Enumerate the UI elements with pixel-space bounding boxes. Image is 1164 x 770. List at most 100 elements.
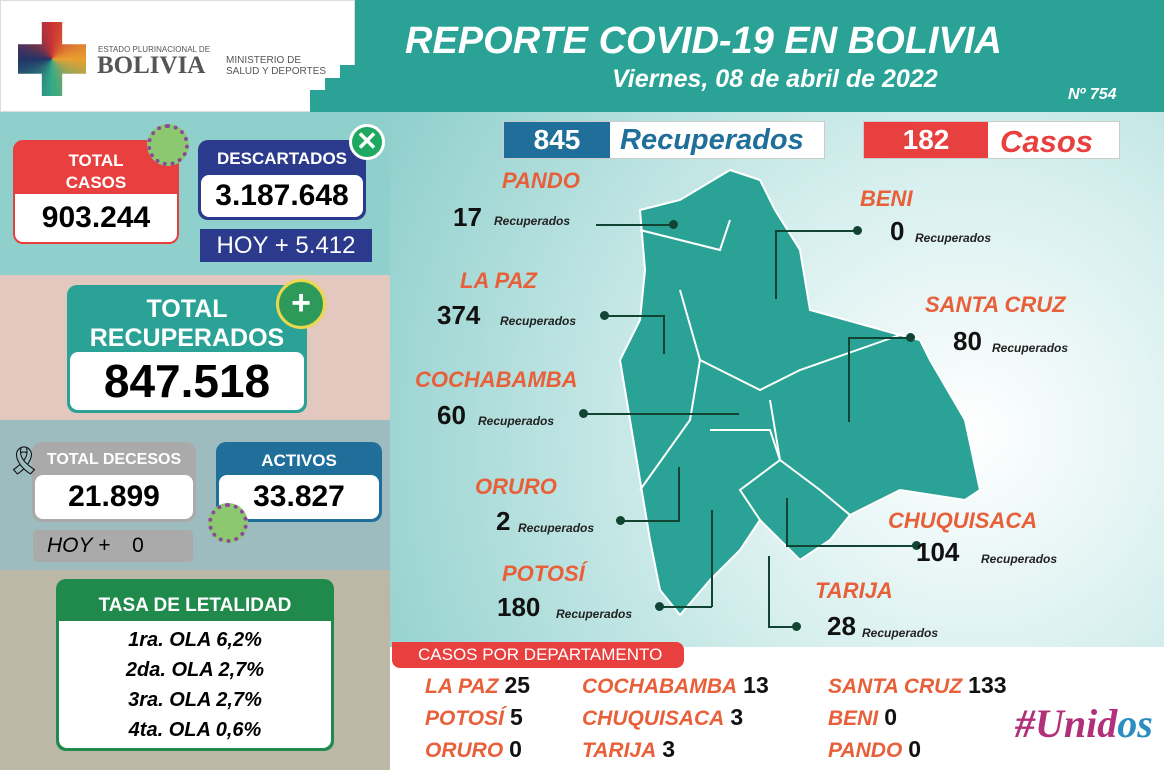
total-casos-value: 903.244 bbox=[15, 194, 177, 242]
department-name: COCHABAMBA bbox=[582, 675, 738, 698]
department-cases-value: 0 bbox=[908, 736, 922, 762]
recuperados-unit-label: Recuperados bbox=[494, 214, 571, 228]
total-decesos-card: TOTAL DECESOS 21.899 bbox=[32, 442, 196, 522]
map-marker bbox=[616, 516, 625, 525]
decesos-hoy-label: HOY + bbox=[47, 534, 111, 557]
recuperados-unit-label: Recuperados bbox=[981, 552, 1058, 566]
map-shape bbox=[618, 168, 982, 617]
recuperados-unit-label: Recuperados bbox=[862, 626, 939, 640]
total-recuperados-card: TOTAL RECUPERADOS 847.518 bbox=[67, 285, 307, 413]
casos-departamento-item: PANDO 0 bbox=[828, 736, 921, 763]
logo-bolivia: BOLIVIA bbox=[97, 52, 206, 79]
department-recuperados-value: 374 bbox=[437, 300, 481, 330]
logo-small-text: ESTADO PLURINACIONAL DE bbox=[98, 45, 211, 54]
decesos-hoy-value: 0 bbox=[132, 534, 144, 557]
department-name: POTOSÍ bbox=[425, 707, 504, 730]
casos-panel bbox=[390, 652, 1164, 770]
letalidad-list: 1ra. OLA 6,2% 2da. OLA 2,7% 3ra. OLA 2,7… bbox=[59, 621, 331, 748]
department-name: SANTA CRUZ bbox=[925, 292, 1066, 317]
daily-casos-value: 182 bbox=[864, 122, 988, 158]
recuperados-unit-label: Recuperados bbox=[518, 521, 595, 535]
leader-line bbox=[596, 224, 675, 226]
decesos-label: TOTAL DECESOS bbox=[46, 451, 182, 468]
activos-card: ACTIVOS 33.827 bbox=[216, 442, 382, 522]
department-cases-value: 0 bbox=[509, 736, 522, 762]
department-cases-value: 5 bbox=[509, 704, 523, 730]
map-marker bbox=[655, 602, 664, 611]
map-marker bbox=[600, 311, 609, 320]
leader-line bbox=[786, 498, 788, 546]
report-number: Nº 754 bbox=[1068, 86, 1117, 103]
department-name: SANTA CRUZ bbox=[828, 675, 963, 698]
casos-departamento-item: ORURO 0 bbox=[425, 736, 522, 763]
department-recuperados-value: 104 bbox=[916, 537, 960, 567]
department-recuperados-value: 0 bbox=[890, 216, 905, 246]
recuperados-unit-label: Recuperados bbox=[478, 414, 555, 428]
department-recuperados-value: 2 bbox=[496, 506, 511, 536]
leader-line bbox=[775, 230, 777, 299]
bolivia-map bbox=[618, 168, 982, 617]
leader-line bbox=[775, 230, 858, 232]
activos-label: ACTIVOS bbox=[261, 451, 337, 470]
recuperados-value: 847.518 bbox=[70, 352, 304, 410]
map-marker bbox=[853, 226, 862, 235]
department-cases-value: 0 bbox=[884, 704, 897, 730]
recuperados-label-2: RECUPERADOS bbox=[89, 324, 285, 352]
ministry-line1: MINISTERIO DE bbox=[226, 55, 302, 66]
recuperados-unit-label: Recuperados bbox=[915, 231, 992, 245]
report-title: REPORTE COVID-19 EN BOLIVIA bbox=[405, 20, 1002, 62]
leader-line bbox=[663, 315, 665, 354]
virus-icon bbox=[208, 503, 248, 543]
department-name: ORURO bbox=[425, 739, 504, 762]
casos-departamento-item: POTOSÍ 5 bbox=[425, 704, 523, 731]
descartados-value: 3.187.648 bbox=[201, 175, 363, 217]
letalidad-row: 3ra. OLA 2,7% bbox=[128, 689, 262, 711]
decesos-hoy: HOY + 0 bbox=[33, 530, 193, 562]
daily-recuperados-value: 845 bbox=[504, 122, 610, 158]
letalidad-title: TASA DE LETALIDAD bbox=[98, 595, 292, 616]
total-casos-label: TOTAL CASOS bbox=[65, 151, 127, 192]
casos-departamento-item: SANTA CRUZ 133 bbox=[828, 672, 1007, 699]
report-date: Viernes, 08 de abril de 2022 bbox=[612, 65, 938, 93]
department-name: PANDO bbox=[502, 168, 580, 193]
leader-line bbox=[848, 337, 850, 422]
department-name: LA PAZ bbox=[425, 675, 499, 698]
leader-line bbox=[678, 467, 680, 522]
casos-departamento-item: TARIJA 3 bbox=[582, 736, 675, 763]
department-name: ORURO bbox=[475, 474, 557, 499]
department-name: CHUQUISACA bbox=[582, 707, 725, 730]
daily-recuperados-label: Recuperados bbox=[620, 124, 804, 156]
leader-line bbox=[848, 337, 911, 339]
letalidad-row: 4ta. OLA 0,6% bbox=[128, 719, 262, 741]
casos-departamento-item: LA PAZ 25 bbox=[425, 672, 530, 699]
letalidad-row: 2da. OLA 2,7% bbox=[125, 659, 265, 681]
recuperados-unit-label: Recuperados bbox=[992, 341, 1069, 355]
leader-line bbox=[786, 545, 917, 547]
casos-title: CASOS POR DEPARTAMENTO bbox=[392, 642, 684, 668]
department-cases-value: 13 bbox=[743, 672, 769, 698]
department-name: LA PAZ bbox=[460, 268, 537, 293]
map-marker bbox=[792, 622, 801, 631]
map-marker bbox=[669, 220, 678, 229]
header-teal bbox=[310, 0, 1164, 112]
department-recuperados-value: 17 bbox=[453, 202, 482, 232]
map-marker bbox=[912, 541, 921, 550]
department-name: POTOSÍ bbox=[502, 561, 585, 586]
department-cases-value: 3 bbox=[662, 736, 676, 762]
department-name: PANDO bbox=[828, 739, 903, 762]
unidos-contra-el-covid-logo: #Unidos bbox=[1015, 701, 1153, 746]
casos-departamento-item: COCHABAMBA 13 bbox=[582, 672, 769, 699]
department-recuperados-value: 28 bbox=[827, 611, 856, 641]
department-name: TARIJA bbox=[815, 578, 893, 603]
virus-icon bbox=[147, 124, 189, 166]
letalidad-card: TASA DE LETALIDAD 1ra. OLA 6,2% 2da. OLA… bbox=[56, 579, 334, 751]
department-name: TARIJA bbox=[582, 739, 657, 762]
activos-value: 33.827 bbox=[219, 475, 379, 519]
close-circle-icon: ✕ bbox=[349, 124, 385, 160]
daily-casos-badge: 182 Casos bbox=[863, 121, 1120, 159]
daily-casos-label: Casos bbox=[1000, 124, 1094, 159]
descartados-label: DESCARTADOS bbox=[216, 149, 348, 168]
department-cases-value: 3 bbox=[730, 704, 744, 730]
department-name: BENI bbox=[828, 707, 879, 730]
department-cases-value: 133 bbox=[968, 672, 1007, 698]
